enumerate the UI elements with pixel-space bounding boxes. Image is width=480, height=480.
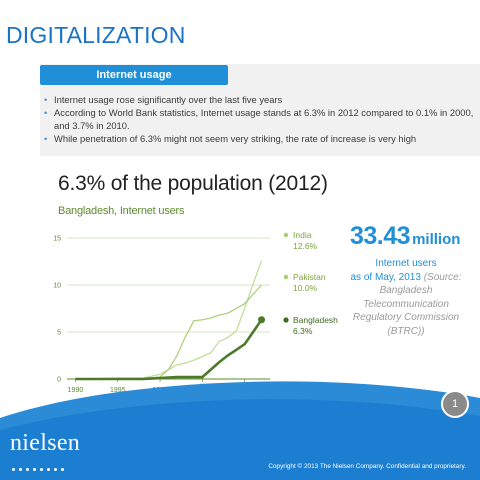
x-tick-label: 1995	[110, 387, 126, 394]
bullet-item: Internet usage rose significantly over t…	[44, 94, 474, 107]
legend-marker-pakistan	[283, 274, 289, 280]
nielsen-logo: nielsen	[10, 430, 81, 456]
internet-usage-tab: Internet usage	[40, 65, 228, 85]
caption-line-1: Internet users	[375, 258, 437, 269]
legend-value-pakistan: 10.0%	[293, 283, 318, 293]
y-tick-label: 5	[57, 330, 61, 337]
internet-users-figure: 33.43 million	[350, 222, 460, 251]
logo-dots	[12, 458, 68, 476]
chart-title: 6.3% of the population (2012)	[58, 172, 328, 195]
legend-label-bangladesh: Bangladesh	[293, 315, 338, 325]
copyright-notice: Copyright © 2013 The Nielsen Company. Co…	[268, 463, 466, 470]
caption-line-2: as of May, 2013	[350, 271, 421, 283]
slide-title: DIGITALIZATION	[6, 22, 186, 48]
footer-wave	[0, 381, 480, 480]
series-line-india	[75, 260, 263, 380]
bullet-list: Internet usage rose significantly over t…	[44, 94, 474, 147]
legend-label-pakistan: Pakistan	[293, 272, 326, 282]
y-tick-label: 0	[57, 377, 61, 384]
page-number-badge: 1	[441, 390, 469, 418]
legend-value-bangladesh: 6.3%	[293, 326, 313, 336]
caption-source: (Source: Bangladesh Telecommunication Re…	[352, 271, 462, 337]
internet-users-value: 33.43	[350, 222, 411, 250]
chart-series	[75, 260, 266, 381]
legend-marker-india	[283, 232, 289, 238]
chart-subtitle: Bangladesh, Internet users	[58, 205, 185, 217]
series-line-bangladesh	[75, 319, 263, 381]
legend-marker-bangladesh	[283, 317, 289, 323]
legend-label-india: India	[293, 230, 312, 240]
y-tick-label: 15	[53, 236, 61, 243]
y-tick-label: 10	[53, 283, 61, 290]
internet-users-unit: million	[412, 231, 461, 248]
internet-users-caption: Internet users as of May, 2013 (Source: …	[350, 257, 462, 339]
bullet-item: While penetration of 6.3% might not seem…	[44, 133, 474, 146]
chart-grid	[67, 237, 270, 382]
legend-value-india: 12.6%	[293, 241, 318, 251]
x-tick-label: 1990	[68, 387, 84, 394]
bullet-item: According to World Bank statistics, Inte…	[44, 107, 474, 132]
series-end-point-bangladesh	[258, 316, 266, 324]
